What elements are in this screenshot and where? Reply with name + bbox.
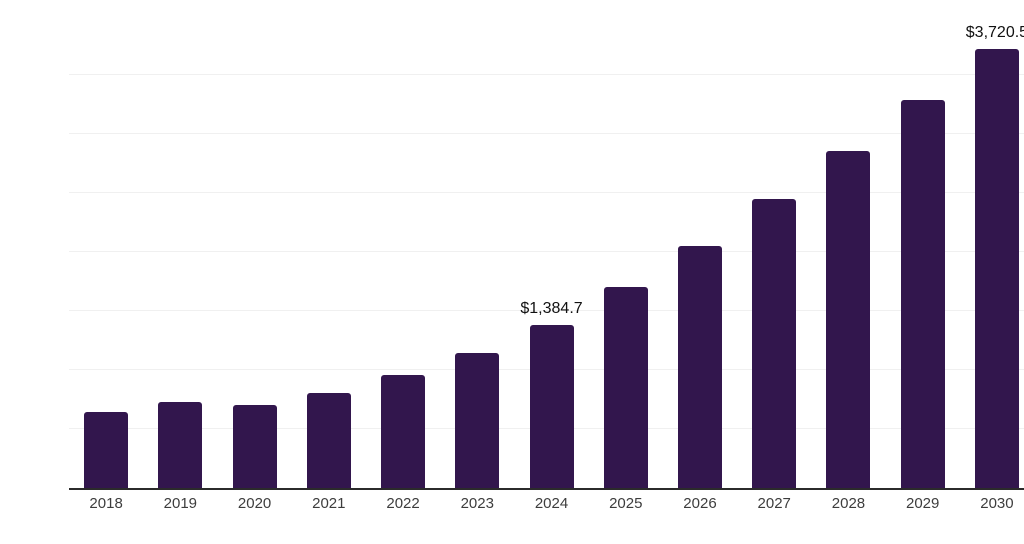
x-tick-2021: 2021 <box>312 495 346 512</box>
bar-band-2024: $1,384.7 <box>514 16 588 488</box>
bar-2028 <box>826 150 871 488</box>
bar-2018 <box>84 412 129 488</box>
bar-2020 <box>232 405 277 488</box>
plot-area: $1,384.7 $3,720.5 <box>69 16 1024 490</box>
x-tick-2029: 2029 <box>906 495 940 512</box>
x-tick-2019: 2019 <box>163 495 198 512</box>
bar-2026 <box>677 245 722 488</box>
bar-2029 <box>900 99 945 488</box>
x-tick-2030: 2030 <box>980 495 1014 512</box>
gridline-2500 <box>69 192 1024 193</box>
x-tick-2027: 2027 <box>757 495 791 512</box>
gridline-3500 <box>69 74 1024 75</box>
x-tick-2024: 2024 <box>534 495 569 512</box>
x-tick-2028: 2028 <box>831 495 866 512</box>
bar-2021 <box>306 392 351 488</box>
x-tick-2020: 2020 <box>237 495 272 512</box>
x-tick-2026: 2026 <box>683 495 717 512</box>
data-label-2030: $3,720.5 <box>965 23 1024 41</box>
x-tick-2018: 2018 <box>89 495 123 512</box>
x-tick-2023: 2023 <box>460 495 494 512</box>
gridline-1500 <box>69 310 1024 311</box>
bar-band-2028 <box>811 16 885 488</box>
bar-band-2026 <box>663 16 737 488</box>
bar-band-2030: $3,720.5 <box>960 16 1024 488</box>
bars-row: $1,384.7 $3,720.5 <box>69 16 1024 488</box>
bar-band-2027 <box>737 16 811 488</box>
bar-2019 <box>158 402 203 488</box>
bar-band-2019 <box>143 16 217 488</box>
bar-chart: $1,384.7 $3,720.5 2018 2019 2020 2021 2022 202… <box>40 16 1024 528</box>
bar-band-2029 <box>886 16 960 488</box>
x-tick-2025: 2025 <box>609 495 643 512</box>
bar-2024: $1,384.7 <box>520 300 583 488</box>
bar-2025 <box>603 287 648 488</box>
bar-2022 <box>381 375 426 488</box>
bar-band-2020 <box>217 16 291 488</box>
bar-2027 <box>752 199 797 488</box>
x-axis: 2018 2019 2020 2021 2022 2023 2024 2025 2026 2027… <box>69 492 1024 528</box>
gridline-3000 <box>69 133 1024 134</box>
bar-band-2025 <box>589 16 663 488</box>
bar-band-2018 <box>69 16 143 488</box>
bar-band-2023 <box>440 16 514 488</box>
bar-band-2022 <box>366 16 440 488</box>
bar-2023 <box>455 353 500 488</box>
bar-band-2021 <box>292 16 366 488</box>
bar-2030: $3,720.5 <box>966 24 1024 488</box>
gridline-2000 <box>69 251 1024 252</box>
x-tick-2022: 2022 <box>386 495 420 512</box>
data-label-2024: $1,384.7 <box>520 299 583 317</box>
